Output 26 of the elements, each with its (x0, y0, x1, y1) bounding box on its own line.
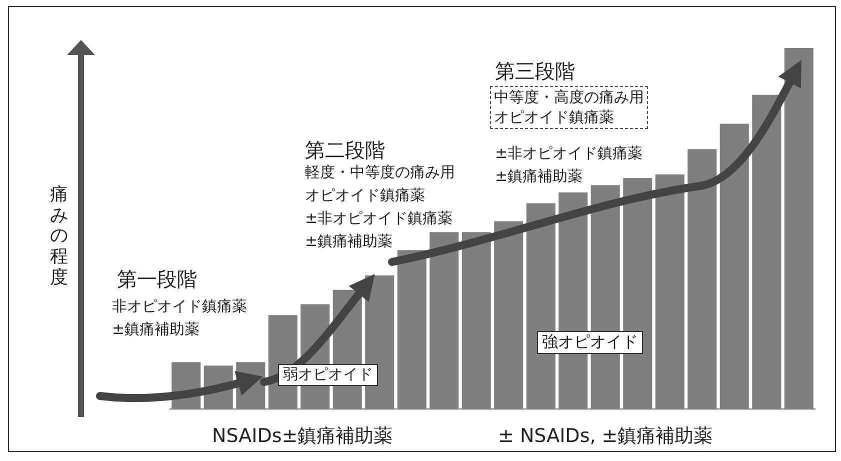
bar (397, 250, 426, 409)
annotation: 第二段階 (305, 137, 385, 163)
annotation: 弱オピオイド (278, 364, 378, 386)
bar (720, 124, 749, 409)
annotation: 第一段階 (117, 266, 197, 292)
text: 痛みの程度 (50, 184, 68, 288)
annotation: ±鎮痛補助薬 (305, 232, 393, 252)
annotation: 第三段階 (495, 58, 575, 84)
annotation: 非オピオイド鎮痛薬 (112, 297, 247, 316)
bar (494, 221, 524, 409)
annotation: ±非オピオイド鎮痛薬 (495, 144, 643, 164)
bar (655, 174, 684, 409)
bar (688, 149, 717, 409)
annotation: ±鎮痛補助薬 (112, 320, 200, 340)
text: NSAIDs±鎮痛補助薬 (212, 424, 393, 449)
annotation: 軽度・中等度の痛み用 (305, 163, 455, 182)
annotation: 強オピオイド (537, 331, 643, 354)
annotation: 中等度・高度の痛み用オピオイド鎮痛薬 (490, 86, 648, 129)
bar (462, 232, 491, 409)
annotation: ±鎮痛補助薬 (495, 167, 583, 186)
bar (784, 48, 814, 409)
annotation: オピオイド鎮痛薬 (305, 186, 425, 206)
bar (752, 94, 782, 409)
annotation: ±非オピオイド鎮痛薬 (305, 209, 453, 228)
text: ± NSAIDs, ±鎮痛補助薬 (498, 424, 713, 449)
bar (430, 232, 459, 409)
